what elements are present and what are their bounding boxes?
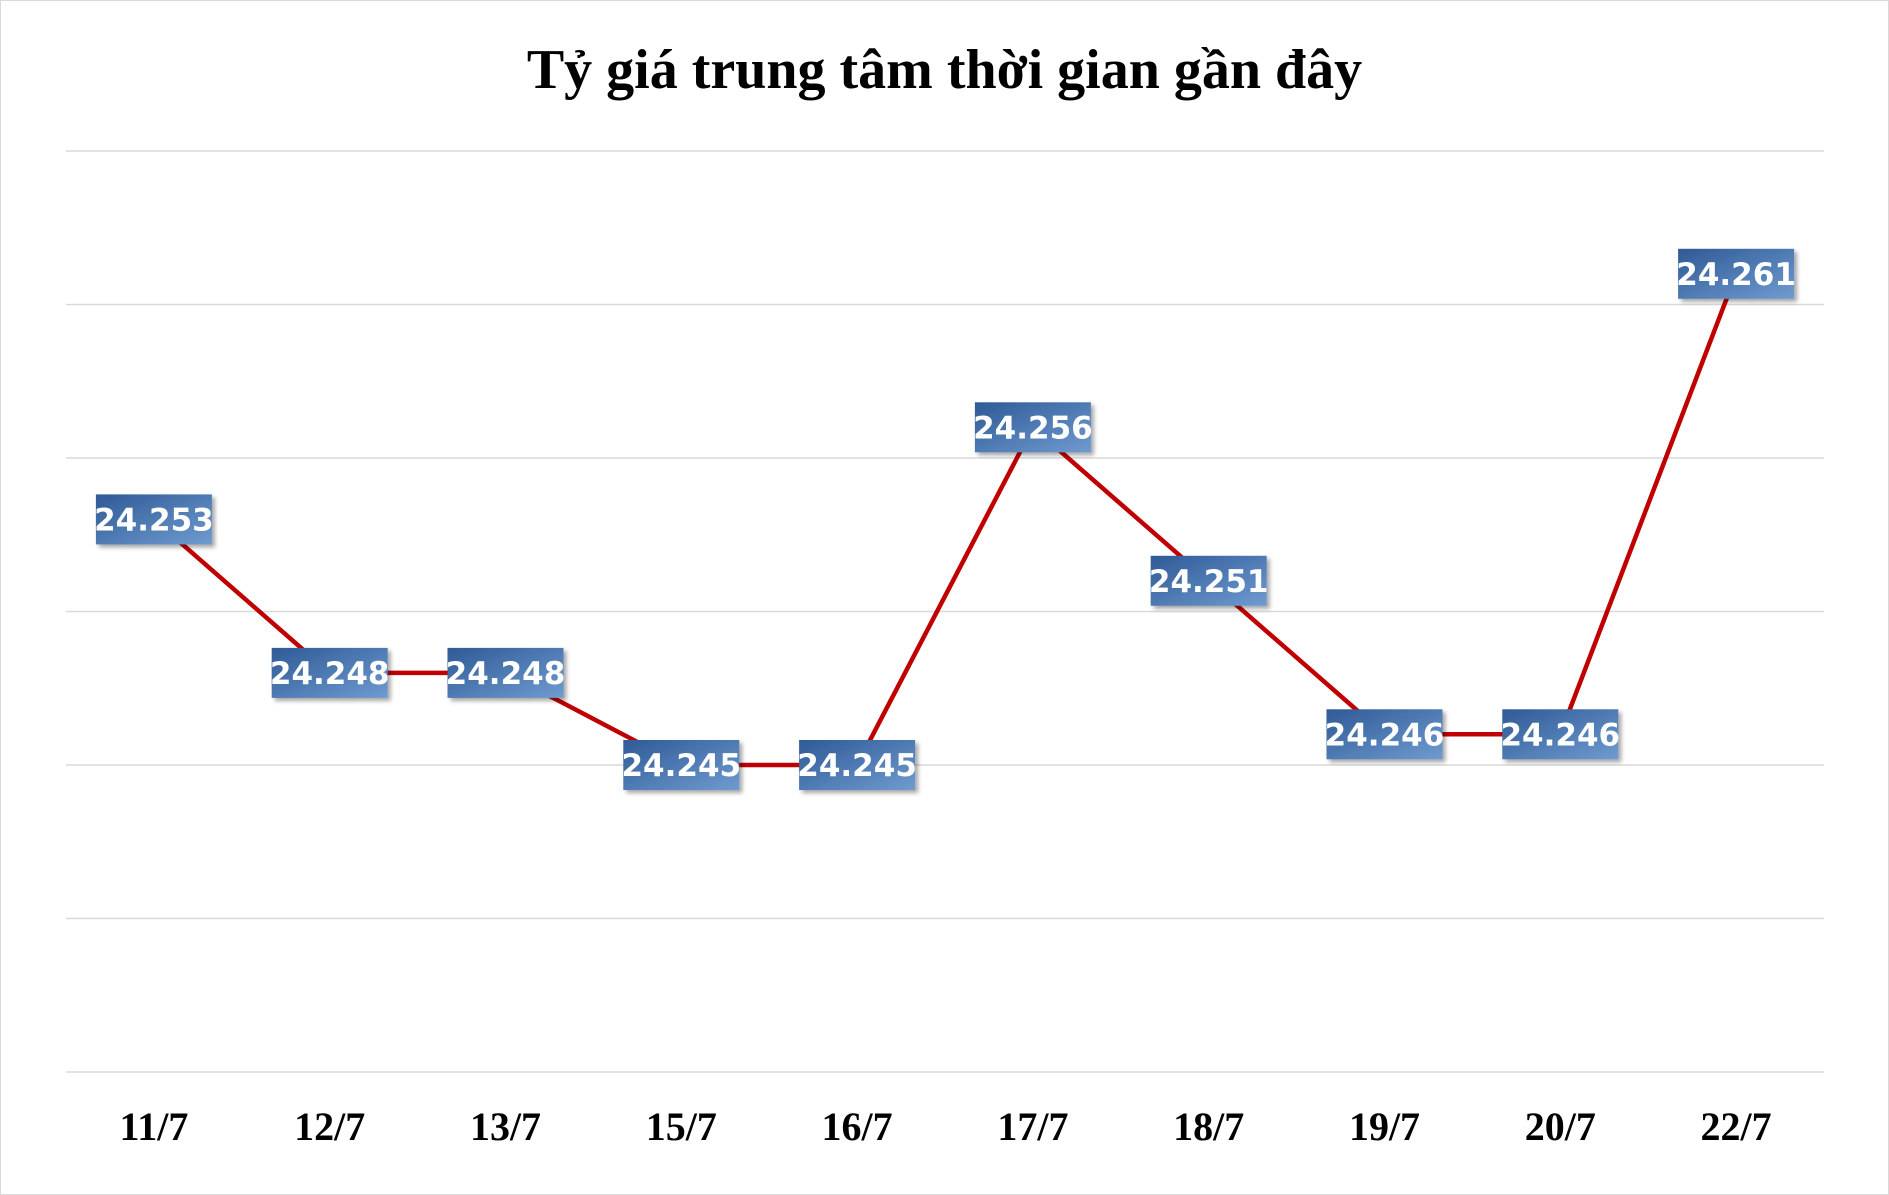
- data-label-text: 24.246: [1500, 717, 1620, 753]
- x-tick-label: 16/7: [822, 1104, 893, 1149]
- data-label-1: 24.248: [270, 647, 390, 698]
- data-label-box: [271, 647, 388, 698]
- data-label-box: [1678, 248, 1795, 299]
- data-label-text: 24.245: [797, 748, 917, 784]
- data-label-text: 24.256: [973, 410, 1093, 446]
- x-axis-tick-labels: 11/7 12/7 13/7 15/7 16/7 17/7 18/7 19/7 20/7 22/7: [119, 1104, 1771, 1149]
- data-label-box: [447, 647, 564, 698]
- x-tick-label: 17/7: [997, 1104, 1068, 1149]
- data-label-3: 24.245: [621, 740, 741, 790]
- data-label-6: 24.251: [1149, 555, 1269, 606]
- data-labels: 24.253 24.248 24.248 24.245 24.245 24.256 24.2…: [94, 248, 1796, 790]
- data-label-text: 24.261: [1676, 257, 1796, 293]
- data-label-2: 24.248: [446, 647, 566, 698]
- data-label-box: [95, 494, 212, 545]
- x-tick-label: 12/7: [294, 1104, 365, 1149]
- data-label-box: [1150, 555, 1267, 606]
- x-tick-label: 19/7: [1349, 1104, 1420, 1149]
- data-label-box: [799, 740, 916, 790]
- series-line-group: [152, 272, 1739, 768]
- data-label-text: 24.248: [270, 656, 390, 692]
- x-tick-label: 15/7: [646, 1104, 717, 1149]
- x-tick-label: 18/7: [1173, 1104, 1244, 1149]
- chart-title: Tỷ giá trung tâm thời gian gần đây: [526, 39, 1363, 101]
- data-label-text: 24.248: [446, 656, 566, 692]
- data-label-9: 24.261: [1676, 248, 1796, 299]
- gridlines: [66, 150, 1824, 1073]
- data-label-text: 24.245: [621, 748, 741, 784]
- data-label-box: [1502, 709, 1619, 760]
- data-label-7: 24.246: [1325, 709, 1445, 760]
- data-label-4: 24.245: [797, 740, 917, 790]
- data-label-5: 24.256: [973, 402, 1093, 453]
- x-tick-label: 11/7: [119, 1104, 188, 1149]
- data-label-0: 24.253: [94, 494, 214, 545]
- data-label-text: 24.246: [1325, 717, 1445, 753]
- data-label-8: 24.246: [1500, 709, 1620, 760]
- x-tick-label: 22/7: [1701, 1104, 1772, 1149]
- data-label-text: 24.251: [1149, 564, 1269, 600]
- data-label-box: [1326, 709, 1443, 760]
- data-label-text: 24.253: [94, 502, 214, 538]
- x-tick-label: 20/7: [1525, 1104, 1596, 1149]
- series-line: [152, 272, 1739, 768]
- x-tick-label: 13/7: [470, 1104, 541, 1149]
- data-label-box: [974, 402, 1091, 453]
- data-label-box: [623, 740, 740, 790]
